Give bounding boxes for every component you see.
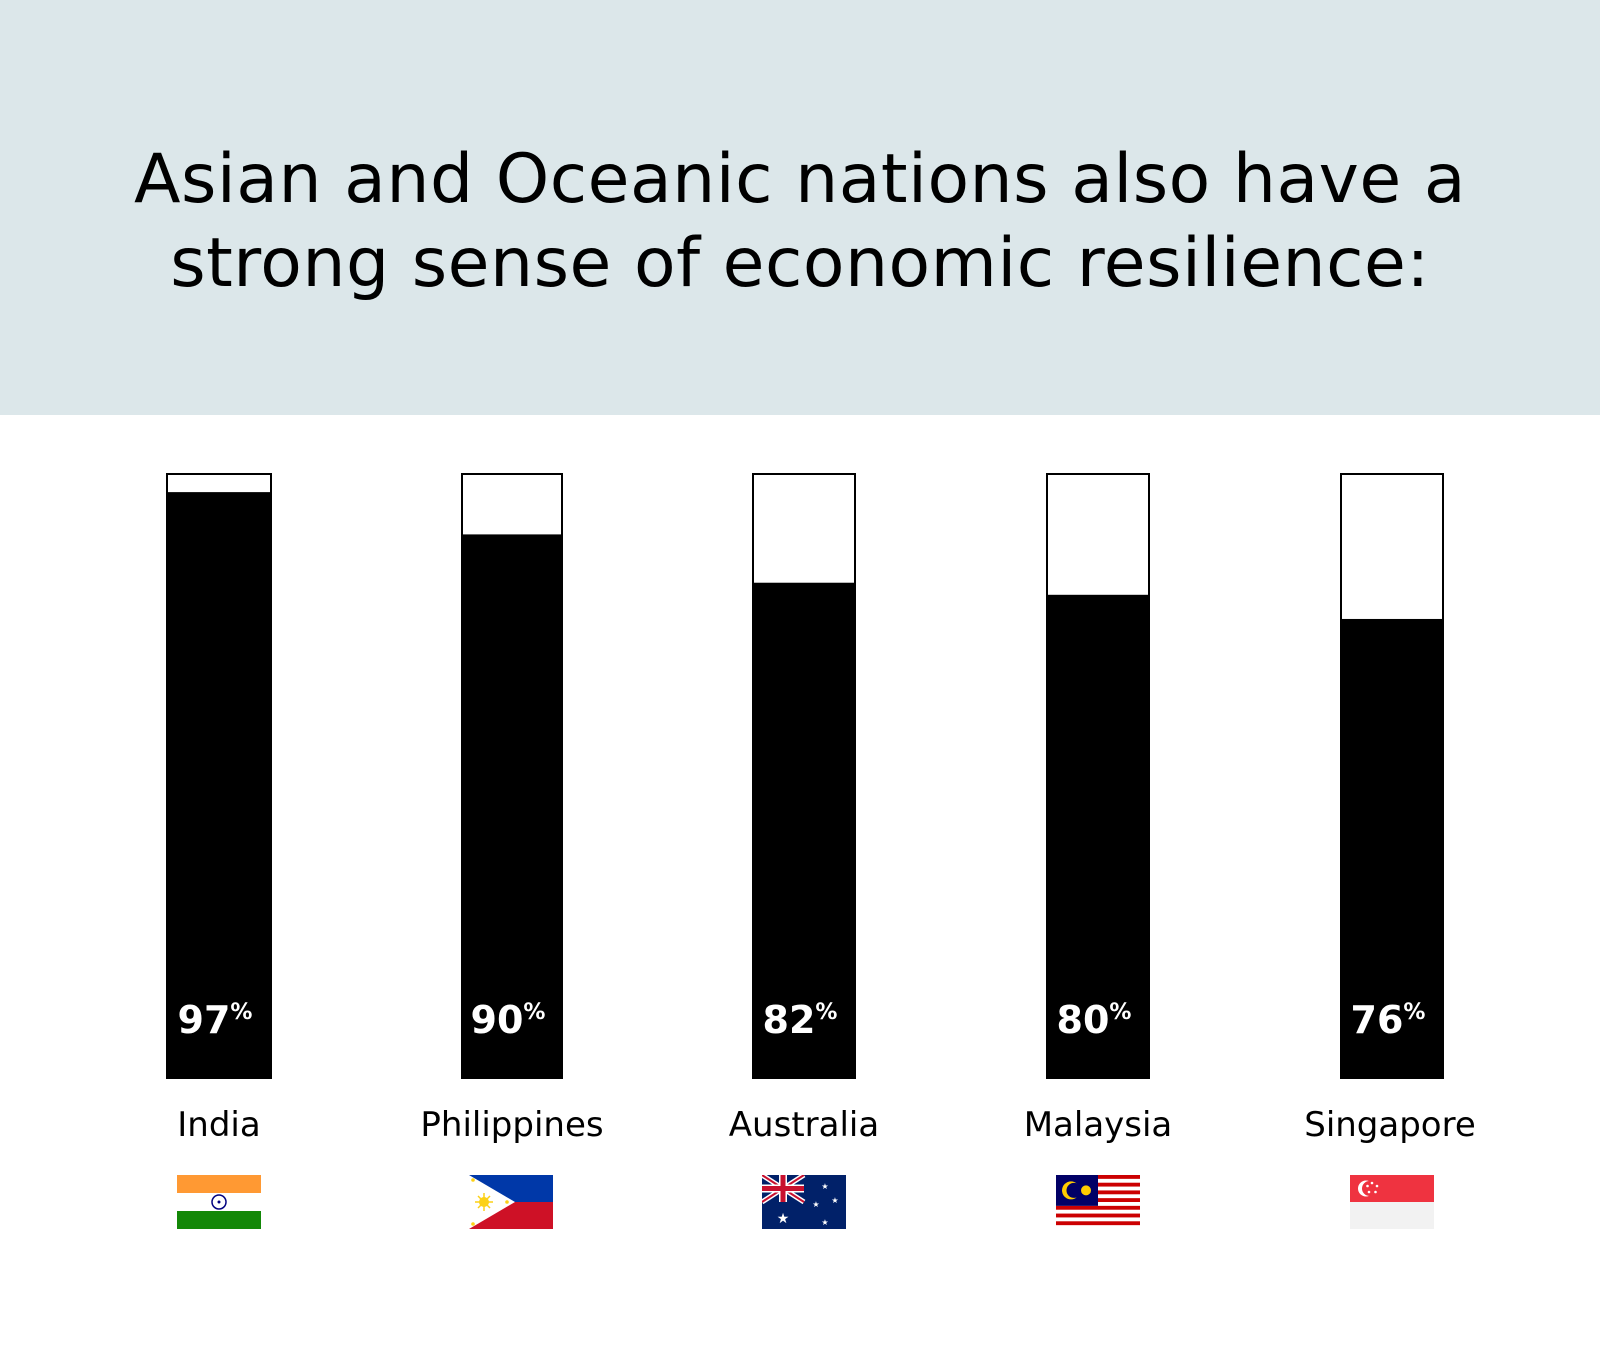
value-percent-malaysia: % xyxy=(1109,1000,1131,1025)
malaysia-flag-icon xyxy=(1056,1175,1140,1229)
value-label-philippines: 90% xyxy=(471,998,546,1042)
value-number-india: 97 xyxy=(178,998,231,1042)
bar-australia xyxy=(753,582,855,1078)
value-number-singapore: 76 xyxy=(1351,998,1404,1042)
value-label-malaysia: 80% xyxy=(1057,998,1132,1042)
svg-text:★: ★ xyxy=(777,1211,790,1227)
value-label-australia: 82% xyxy=(763,998,838,1042)
category-label-philippines: Philippines xyxy=(420,1105,604,1145)
value-label-india: 97% xyxy=(178,998,253,1042)
india-flag-icon xyxy=(177,1175,261,1229)
svg-text:★: ★ xyxy=(831,1196,838,1205)
svg-text:★: ★ xyxy=(821,1182,828,1191)
category-label-singapore: Singapore xyxy=(1304,1105,1476,1145)
bar-philippines xyxy=(462,534,562,1078)
svg-text:★: ★ xyxy=(821,1218,828,1227)
category-label-malaysia: Malaysia xyxy=(1023,1105,1173,1145)
philippines-flag-icon xyxy=(469,1175,553,1229)
value-percent-india: % xyxy=(230,1000,252,1025)
value-percent-australia: % xyxy=(815,1000,837,1025)
value-label-singapore: 76% xyxy=(1351,998,1426,1042)
value-number-malaysia: 80 xyxy=(1057,998,1110,1042)
value-percent-singapore: % xyxy=(1403,1000,1425,1025)
australia-flag-icon: ★ ★ ★ ★ ★ xyxy=(762,1175,846,1229)
bar-chart: 97% 90% 82% 80% 76% xyxy=(166,473,1444,1079)
bar-malaysia xyxy=(1047,594,1149,1078)
header-banner: Asian and Oceanic nations also have a st… xyxy=(0,0,1600,415)
category-label-australia: Australia xyxy=(728,1105,880,1145)
value-percent-philippines: % xyxy=(523,1000,545,1025)
title-line-1: Asian and Oceanic nations also have a xyxy=(133,140,1467,219)
value-number-australia: 82 xyxy=(763,998,816,1042)
bar-singapore xyxy=(1341,618,1443,1078)
bar-india xyxy=(167,492,271,1078)
page-title: Asian and Oceanic nations also have a st… xyxy=(0,138,1600,306)
title-line-2: strong sense of economic resilience: xyxy=(170,224,1430,303)
singapore-flag-icon xyxy=(1350,1175,1434,1229)
value-number-philippines: 90 xyxy=(471,998,524,1042)
category-label-india: India xyxy=(177,1105,261,1145)
svg-text:★: ★ xyxy=(812,1200,819,1209)
